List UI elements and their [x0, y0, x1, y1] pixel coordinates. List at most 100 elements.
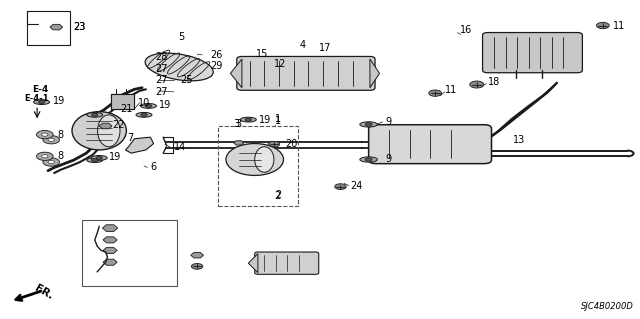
Circle shape: [96, 156, 102, 160]
Text: 17: 17: [319, 43, 331, 54]
FancyBboxPatch shape: [255, 252, 319, 274]
Circle shape: [141, 113, 147, 116]
Text: E-4: E-4: [32, 85, 48, 94]
Polygon shape: [125, 137, 154, 153]
Ellipse shape: [87, 158, 102, 163]
Ellipse shape: [87, 113, 102, 117]
Text: 19: 19: [259, 115, 271, 125]
Text: 15: 15: [256, 48, 268, 59]
FancyBboxPatch shape: [369, 125, 492, 164]
Text: 3: 3: [236, 119, 242, 129]
Ellipse shape: [255, 147, 274, 172]
FancyBboxPatch shape: [237, 56, 375, 90]
Text: SJC4B0200D: SJC4B0200D: [580, 302, 634, 311]
Text: 12: 12: [274, 59, 286, 70]
Text: 25: 25: [180, 75, 193, 85]
Text: 20: 20: [285, 139, 297, 149]
Circle shape: [191, 263, 203, 269]
Text: 22: 22: [112, 120, 125, 130]
Text: 5: 5: [178, 32, 184, 42]
Polygon shape: [191, 252, 204, 258]
Circle shape: [470, 81, 484, 88]
Circle shape: [38, 100, 45, 104]
Circle shape: [429, 90, 442, 96]
Circle shape: [36, 152, 53, 160]
Polygon shape: [234, 141, 244, 145]
Circle shape: [268, 141, 280, 147]
Text: 11: 11: [445, 85, 457, 95]
Text: 29: 29: [210, 61, 222, 71]
Text: 9: 9: [385, 154, 392, 164]
Text: 27: 27: [155, 75, 168, 85]
Text: 19: 19: [159, 100, 171, 110]
Ellipse shape: [136, 113, 152, 117]
Bar: [82, 220, 177, 286]
Text: 3: 3: [234, 119, 240, 130]
Text: 4: 4: [300, 40, 306, 50]
Text: 7: 7: [127, 133, 133, 143]
Text: E-4-1: E-4-1: [24, 94, 49, 103]
Polygon shape: [99, 123, 112, 129]
Polygon shape: [103, 247, 117, 254]
Bar: [27, 11, 70, 45]
Bar: [218, 126, 298, 206]
Circle shape: [596, 22, 609, 29]
Text: 10: 10: [138, 98, 150, 108]
Circle shape: [365, 158, 372, 161]
Polygon shape: [230, 59, 242, 88]
Circle shape: [48, 138, 54, 141]
Polygon shape: [370, 59, 380, 88]
Text: 11: 11: [613, 21, 625, 31]
Ellipse shape: [72, 112, 127, 150]
Text: 27: 27: [155, 87, 168, 97]
Bar: [111, 94, 134, 109]
Text: 28: 28: [155, 52, 167, 62]
Ellipse shape: [34, 100, 50, 105]
Circle shape: [42, 133, 48, 136]
Text: 26: 26: [210, 50, 222, 60]
Polygon shape: [50, 24, 63, 30]
Text: 1: 1: [275, 114, 282, 124]
Text: FR.: FR.: [33, 283, 55, 301]
Circle shape: [92, 159, 98, 162]
Bar: [111, 94, 134, 109]
Ellipse shape: [97, 115, 120, 147]
Text: 13: 13: [513, 135, 525, 145]
Text: 2: 2: [274, 191, 280, 201]
Circle shape: [145, 104, 152, 108]
Circle shape: [43, 136, 60, 144]
Text: 14: 14: [174, 142, 186, 152]
Text: 23: 23: [74, 22, 86, 32]
Polygon shape: [102, 225, 118, 231]
Text: 8: 8: [58, 130, 64, 140]
Text: 2: 2: [275, 190, 282, 200]
Ellipse shape: [141, 103, 157, 108]
Text: 24: 24: [351, 181, 363, 191]
Circle shape: [365, 122, 372, 126]
FancyBboxPatch shape: [483, 33, 582, 73]
Ellipse shape: [241, 117, 256, 122]
Polygon shape: [103, 259, 117, 265]
Circle shape: [245, 118, 252, 121]
Circle shape: [42, 155, 48, 158]
Text: 1: 1: [275, 116, 282, 126]
Text: 27: 27: [155, 63, 168, 74]
Text: 21: 21: [120, 104, 132, 114]
Ellipse shape: [360, 122, 378, 127]
Polygon shape: [103, 237, 117, 243]
Circle shape: [92, 113, 98, 116]
Text: 9: 9: [385, 117, 392, 127]
Circle shape: [48, 160, 54, 164]
Circle shape: [43, 158, 60, 166]
Text: 8: 8: [58, 151, 64, 161]
Ellipse shape: [360, 157, 378, 162]
Polygon shape: [248, 254, 258, 273]
Text: 18: 18: [488, 77, 500, 87]
Circle shape: [36, 130, 53, 139]
Text: 19: 19: [52, 96, 65, 107]
Ellipse shape: [226, 144, 284, 175]
Circle shape: [335, 184, 346, 189]
Text: 23: 23: [74, 22, 86, 32]
Text: 16: 16: [460, 25, 472, 35]
Ellipse shape: [145, 53, 213, 81]
